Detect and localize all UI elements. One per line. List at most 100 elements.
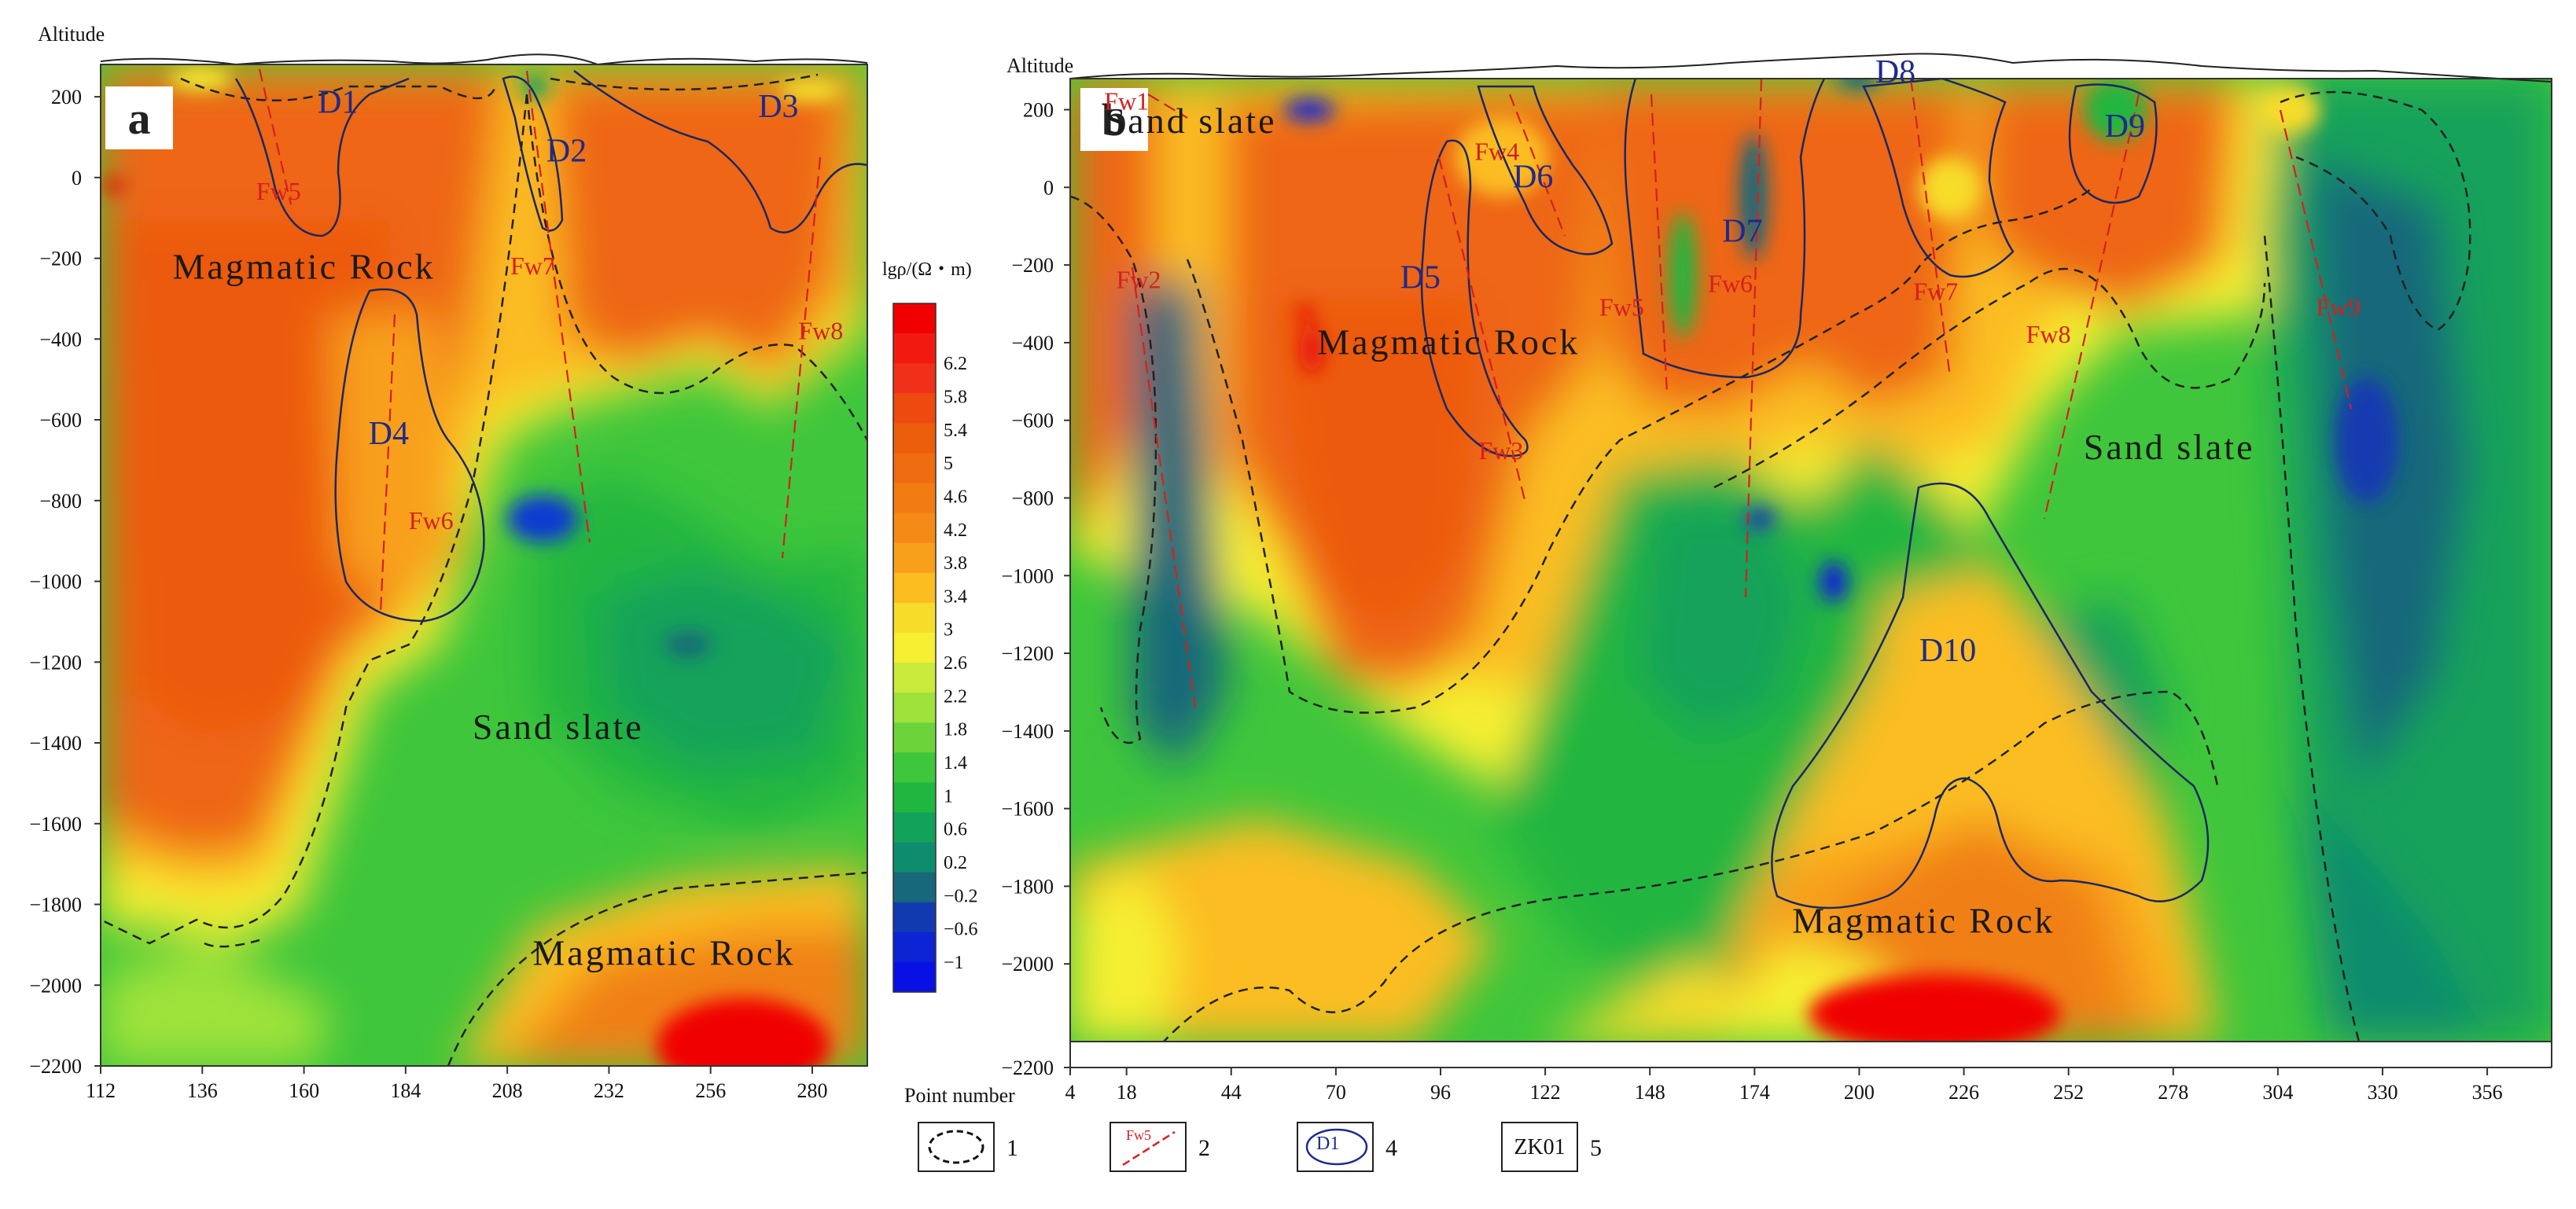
region-label: Sand slate (1106, 101, 1277, 141)
colorbar-tick-label: −1 (944, 953, 964, 973)
fault-label: Fw3 (1478, 436, 1523, 465)
region-label: Sand slate (2084, 427, 2255, 467)
colorbar-swatch (893, 303, 936, 334)
fault-label: Fw6 (1708, 270, 1753, 298)
y-tick-label: 200 (1023, 99, 1054, 122)
x-tick-label: 330 (2367, 1081, 2398, 1104)
y-tick-label: −1000 (1001, 564, 1054, 587)
colorbar-tick-label: 1.4 (944, 753, 967, 774)
y-tick-label: −1400 (1001, 720, 1054, 743)
legend-fault-symbol (1122, 1130, 1176, 1167)
legend-boundary-symbol (928, 1130, 984, 1164)
legend-number: 4 (1386, 1135, 1397, 1161)
anomaly-label: D5 (1400, 260, 1441, 296)
colorbar-tick-label: 0.2 (944, 853, 967, 873)
legend-anomaly-symbol (1305, 1128, 1368, 1166)
panel-a-letter-box (105, 86, 173, 149)
x-tick-label: 70 (1326, 1081, 1346, 1104)
colorbar-swatch (893, 572, 936, 604)
x-tick-label: 232 (594, 1079, 624, 1102)
colorbar-swatch (893, 393, 936, 424)
colorbar-tick-label: 6.2 (944, 354, 967, 374)
y-tick-label: −1200 (1001, 642, 1054, 665)
y-tick-label: −1400 (29, 732, 82, 755)
panel-b-y-ticks: 200 0 −200 −400 −600 −800 −1000 −1200 −1400 −1600… (1001, 99, 1070, 1079)
y-tick-label: −200 (1011, 254, 1054, 277)
anomaly-label: D6 (1513, 159, 1553, 195)
legend-anomaly-text: D1 (1316, 1134, 1339, 1154)
y-tick-label: −1200 (29, 651, 82, 674)
colorbar-swatch (893, 693, 936, 723)
y-tick-label: −2000 (1001, 953, 1054, 976)
legend-box-text: ZK01 (1514, 1135, 1565, 1159)
fault-label: Fw9 (2316, 292, 2361, 321)
colorbar-tick-label: 2.6 (944, 653, 967, 674)
y-tick-label: −1600 (29, 813, 82, 836)
colorbar-tick-label: 5.4 (944, 421, 967, 441)
colorbar-swatch (893, 333, 936, 364)
x-tick-label: 278 (2158, 1081, 2188, 1104)
panel-a-letter: a (128, 93, 151, 144)
colorbar-tick-label: 2.2 (944, 686, 967, 707)
y-tick-label: −1800 (1001, 875, 1054, 898)
fault-label: Fw5 (1599, 292, 1644, 321)
x-tick-label: 160 (289, 1079, 319, 1102)
colorbar-swatch (893, 483, 936, 514)
x-tick-label: 304 (2262, 1081, 2293, 1104)
colorbar-swatch (893, 902, 936, 933)
y-tick-label: −2000 (29, 974, 82, 997)
panel-a-annotations: Magmatic Rock Sand slate Magmatic Rock D1 D2… (173, 85, 844, 973)
panel-a-x-ticks: 112 136 160 184 208 232 256 280 (86, 1066, 827, 1102)
x-tick-label: 280 (797, 1079, 827, 1102)
colorbar-swatch (893, 961, 936, 993)
colorbar-swatch (893, 782, 936, 814)
anomaly-label: D8 (1875, 54, 1915, 90)
colorbar-tick-label: 3 (944, 620, 953, 641)
legend-fault-text: Fw5 (1126, 1127, 1151, 1143)
x-tick-label: 18 (1117, 1081, 1137, 1104)
panel-b: b Altitude 200 0 −200 −400 −600 −800 −1000 −120… (1001, 53, 2552, 1104)
colorbar-tick-label: −0.6 (944, 920, 978, 940)
panel-a-y-axis-label: Altitude (38, 23, 105, 46)
colorbar-tick-label: 3.8 (944, 553, 967, 574)
x-tick-label: 184 (390, 1079, 421, 1102)
panel-b-y-axis-label: Altitude (1006, 54, 1073, 77)
x-tick-label: 256 (695, 1079, 726, 1102)
fault-label: Fw4 (1474, 138, 1519, 166)
fault-label: Fw7 (1913, 277, 1958, 306)
fault-label: Fw8 (798, 316, 843, 344)
panel-a-y-ticks: 200 0 −200 −400 −600 −800 −1000 −1200 −1400 −1600… (29, 86, 101, 1078)
colorbar-tick-label: 0.6 (944, 820, 967, 840)
colorbar-swatch (893, 932, 936, 963)
x-tick-label: 226 (1949, 1081, 1979, 1104)
legend-number: 1 (1006, 1135, 1018, 1161)
x-tick-label: 148 (1635, 1081, 1665, 1104)
colorbar-tick-label: 4.6 (944, 487, 967, 507)
y-tick-label: −400 (1011, 332, 1054, 355)
colorbar-title: lgρ/(Ω・m) (882, 259, 972, 280)
y-tick-label: −800 (39, 490, 82, 513)
x-tick-label: 208 (492, 1079, 523, 1102)
anomaly-label: D3 (758, 89, 798, 125)
anomaly-label: D9 (2105, 108, 2145, 145)
y-tick-label: −1800 (29, 894, 82, 917)
panel-b-x-ticks: 4 18 44 70 96 122 148 174 200 226 252 278 304 330 356 (1065, 1068, 2503, 1104)
colorbar-swatches (892, 303, 937, 993)
x-tick-label: 112 (86, 1079, 116, 1102)
y-tick-label: −2200 (29, 1055, 82, 1078)
colorbar-swatch (893, 752, 936, 783)
colorbar-tick-label: 4.2 (944, 520, 967, 541)
fault-label: Fw5 (256, 177, 301, 205)
colorbar-swatch (893, 542, 936, 574)
colorbar-swatch (893, 842, 936, 873)
x-tick-label: 252 (2053, 1081, 2084, 1104)
y-tick-label: −800 (1011, 487, 1054, 509)
x-tick-label: 44 (1221, 1081, 1242, 1104)
panel-b-letter-box (1080, 88, 1148, 151)
x-tick-label: 356 (2472, 1081, 2503, 1104)
colorbar-swatch (893, 423, 936, 454)
colorbar-swatch (893, 663, 936, 693)
anomaly-label: D2 (546, 133, 587, 169)
